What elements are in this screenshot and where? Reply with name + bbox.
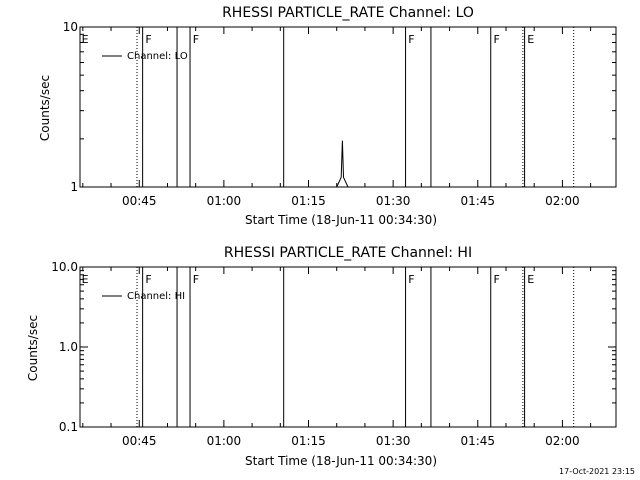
flag-label: F [193, 273, 199, 286]
flag-label: F [408, 33, 414, 46]
y-tick-label: 1.0 [59, 340, 78, 354]
y-tick-label: 10.0 [51, 260, 78, 274]
series-line [336, 140, 349, 188]
chart-panel-lo: RHESSI PARTICLE_RATE Channel: LO Start T… [38, 5, 617, 227]
flag-label: F [145, 33, 151, 46]
chart-title: RHESSI PARTICLE_RATE Channel: LO [222, 5, 474, 21]
chart-panel-hi: RHESSI PARTICLE_RATE Channel: HI Start T… [26, 245, 617, 468]
x-tick-label: 01:00 [207, 194, 242, 208]
flag-label: E [82, 33, 89, 46]
x-axis-label: Start Time (18-Jun-11 00:34:30) [245, 454, 437, 468]
legend-label: Channel: LO [127, 51, 188, 62]
flag-label: F [493, 273, 499, 286]
y-tick-label: 0.1 [59, 420, 78, 434]
x-tick-label: 01:45 [460, 434, 495, 448]
x-tick-label: 01:30 [376, 434, 411, 448]
flag-label: F [193, 33, 199, 46]
footer-timestamp: 17-Oct-2021 23:15 [559, 467, 635, 476]
flag-label: E [527, 33, 534, 46]
flag-label: F [408, 273, 414, 286]
y-tick-label: 10 [63, 20, 78, 34]
x-tick-label: 00:45 [122, 194, 157, 208]
plot-elements: 00:45 01:00 01:15 01:30 01:45 02:00 0.1 1.0 10.0… [51, 260, 617, 448]
plot-elements: 00:45 01:00 01:15 01:30 01:45 02:00 1 10 E F F F F E C… [63, 20, 617, 208]
x-tick-label: 01:15 [291, 434, 326, 448]
y-axis-label: Counts/sec [38, 75, 52, 141]
flag-label: E [527, 273, 534, 286]
flag-label: F [145, 273, 151, 286]
x-tick-label: 02:00 [545, 434, 580, 448]
y-tick-label: 1 [70, 180, 78, 194]
x-tick-label: 01:00 [207, 434, 242, 448]
x-tick-label: 01:30 [376, 194, 411, 208]
x-tick-label: 01:45 [460, 194, 495, 208]
x-tick-label: 01:15 [291, 194, 326, 208]
x-axis-label: Start Time (18-Jun-11 00:34:30) [245, 213, 437, 227]
legend-label: Channel: HI [127, 291, 185, 302]
chart-title: RHESSI PARTICLE_RATE Channel: HI [224, 245, 472, 261]
x-tick-label: 00:45 [122, 434, 157, 448]
flag-label: E [82, 273, 89, 286]
y-axis-label: Counts/sec [26, 315, 40, 381]
flag-label: F [493, 33, 499, 46]
x-tick-label: 02:00 [545, 194, 580, 208]
